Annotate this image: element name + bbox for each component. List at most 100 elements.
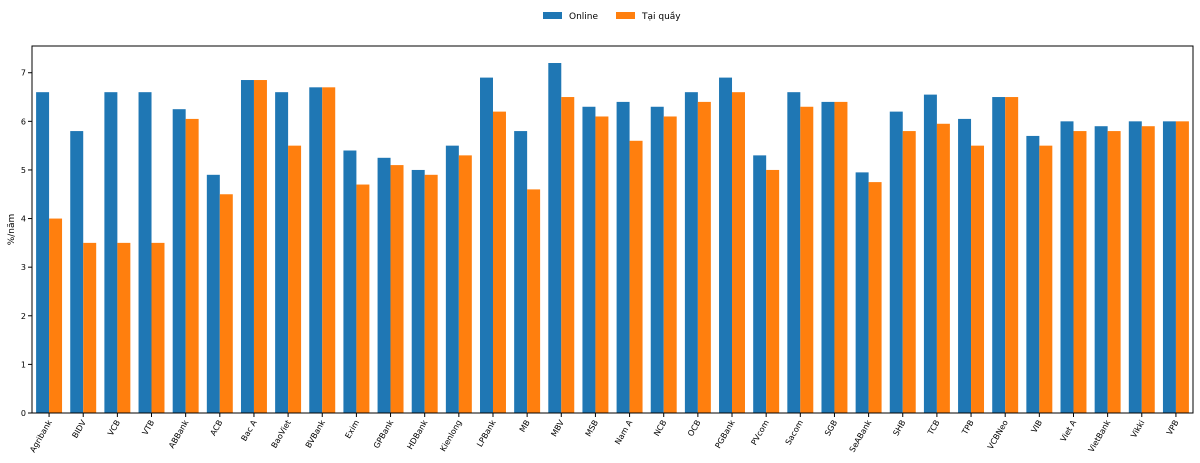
- legend-online-swatch: [543, 12, 562, 19]
- bar-tai-quay-vcb: [117, 242, 131, 413]
- bar-online-vikki: [1128, 121, 1142, 413]
- x-tick-label: Agribank: [28, 418, 54, 454]
- x-tick-label: Nam A: [613, 418, 634, 446]
- bar-online-acb: [206, 174, 220, 413]
- x-tick-label: ACB: [209, 419, 225, 438]
- bar-online-sgb: [821, 101, 835, 414]
- x-tick-label: Bac A: [239, 418, 258, 443]
- bar-tai-quay-vikki: [1141, 126, 1155, 414]
- bar-tai-quay-exim: [356, 184, 370, 413]
- legend-tai-quay-label: Tại quầy: [641, 11, 681, 22]
- x-tick-label: VIB: [1030, 419, 1044, 435]
- bar-online-hdbank: [411, 169, 425, 413]
- x-tick-label: OCB: [686, 419, 702, 439]
- y-tick-label: 7: [21, 69, 26, 78]
- bar-online-ocb: [684, 92, 698, 414]
- bar-online-lpbank: [480, 77, 493, 413]
- bar-online-bidv: [70, 131, 84, 413]
- bar-online-abbank: [172, 109, 186, 413]
- x-tick-label: Exim: [343, 418, 361, 440]
- bar-tai-quay-bvbank: [322, 87, 336, 413]
- bar-tai-quay-vib: [1039, 145, 1053, 413]
- x-tick-label: LPBank: [475, 418, 498, 448]
- x-tick-label: HDBank: [405, 418, 429, 451]
- bar-tai-quay-viet-a: [1073, 131, 1087, 413]
- bar-tai-quay-abbank: [185, 118, 199, 413]
- x-tick-label: PGBank: [713, 418, 737, 450]
- bar-online-exim: [343, 150, 357, 413]
- bar-online-bvbank: [309, 87, 323, 413]
- bar-online-kienlong: [445, 145, 459, 413]
- bar-tai-quay-seabank: [868, 182, 882, 413]
- x-tick-label: NCB: [652, 419, 668, 438]
- bar-tai-quay-pgbank: [732, 92, 745, 414]
- y-axis: 0 1 2 3 4 5 6 7: [21, 69, 32, 418]
- bar-online-vib: [1026, 135, 1040, 413]
- x-tick-label: MBV: [549, 418, 566, 438]
- y-tick-label: 0: [21, 409, 26, 418]
- bars: [36, 63, 1189, 414]
- x-tick-label: BIDV: [70, 418, 88, 440]
- bar-online-viet-a: [1060, 121, 1074, 413]
- bar-tai-quay-pvcom: [766, 169, 780, 413]
- x-tick-label: SHB: [891, 419, 907, 438]
- bar-tai-quay-mb: [527, 189, 541, 413]
- x-tick-label: BaoViet: [270, 419, 293, 450]
- y-tick-label: 1: [21, 360, 26, 369]
- x-tick-label: ABBank: [167, 418, 191, 450]
- x-tick-label: PVcom: [749, 418, 771, 446]
- bar-online-vcbneo: [992, 97, 1006, 413]
- bar-online-msb: [582, 106, 596, 413]
- x-tick-label: SGB: [823, 419, 839, 438]
- bar-online-seabank: [855, 172, 869, 413]
- bar-online-agribank: [36, 92, 50, 414]
- y-tick-label: 4: [21, 215, 26, 224]
- bar-online-nam-a: [616, 101, 630, 414]
- bar-tai-quay-sgb: [834, 101, 848, 414]
- x-tick-label: MB: [518, 419, 532, 434]
- bar-online-vpb: [1162, 121, 1176, 413]
- x-tick-label: TPB: [960, 419, 976, 438]
- x-tick-label: VietBank: [1087, 418, 1113, 454]
- bar-tai-quay-shb: [902, 131, 916, 413]
- bar-tai-quay-ncb: [663, 116, 677, 413]
- x-tick-label: SeABank: [848, 418, 874, 454]
- bar-online-sacom: [787, 92, 801, 414]
- bar-online-vtb: [138, 92, 152, 414]
- bar-tai-quay-bac-a: [253, 80, 267, 413]
- bar-tai-quay-mbv: [561, 97, 575, 413]
- bar-online-pgbank: [719, 77, 733, 413]
- bar-tai-quay-ocb: [697, 101, 711, 414]
- x-tick-label: BVBank: [304, 418, 327, 449]
- x-tick-label: Kienlong: [438, 419, 463, 454]
- bar-online-tcb: [923, 94, 937, 414]
- bar-tai-quay-lpbank: [492, 111, 506, 414]
- bar-tai-quay-hdbank: [424, 174, 438, 413]
- bar-online-tpb: [958, 118, 972, 413]
- legend: Online Tại quầy: [543, 11, 681, 22]
- bar-online-mbv: [548, 63, 562, 413]
- bar-tai-quay-msb: [595, 116, 609, 413]
- x-tick-label: GPBank: [372, 418, 396, 450]
- bar-online-bac-a: [240, 80, 254, 413]
- y-axis-label: %/năm: [7, 214, 17, 246]
- y-tick-label: 6: [21, 117, 26, 126]
- bar-tai-quay-sacom: [800, 106, 814, 413]
- x-axis: Agribank BIDV VCB VTB ABBank ACB Bac A BaoViet B…: [28, 413, 1181, 454]
- legend-online-label: Online: [569, 12, 598, 22]
- x-tick-label: VCBNeo: [986, 418, 1010, 451]
- x-tick-label: Vikki: [1129, 419, 1146, 440]
- bar-tai-quay-kienlong: [458, 155, 472, 413]
- bar-tai-quay-tpb: [971, 145, 985, 413]
- bar-online-vietbank: [1094, 126, 1108, 414]
- x-tick-label: TCB: [926, 419, 942, 438]
- bar-tai-quay-gpbank: [390, 165, 404, 413]
- bar-tai-quay-bidv: [83, 242, 97, 413]
- y-tick-label: 3: [21, 263, 26, 272]
- bar-online-baoviet: [275, 92, 289, 414]
- bar-tai-quay-vietbank: [1107, 131, 1121, 413]
- x-tick-label: VCB: [106, 419, 122, 438]
- bar-online-vcb: [104, 92, 118, 414]
- x-tick-label: Viet A: [1059, 418, 1079, 443]
